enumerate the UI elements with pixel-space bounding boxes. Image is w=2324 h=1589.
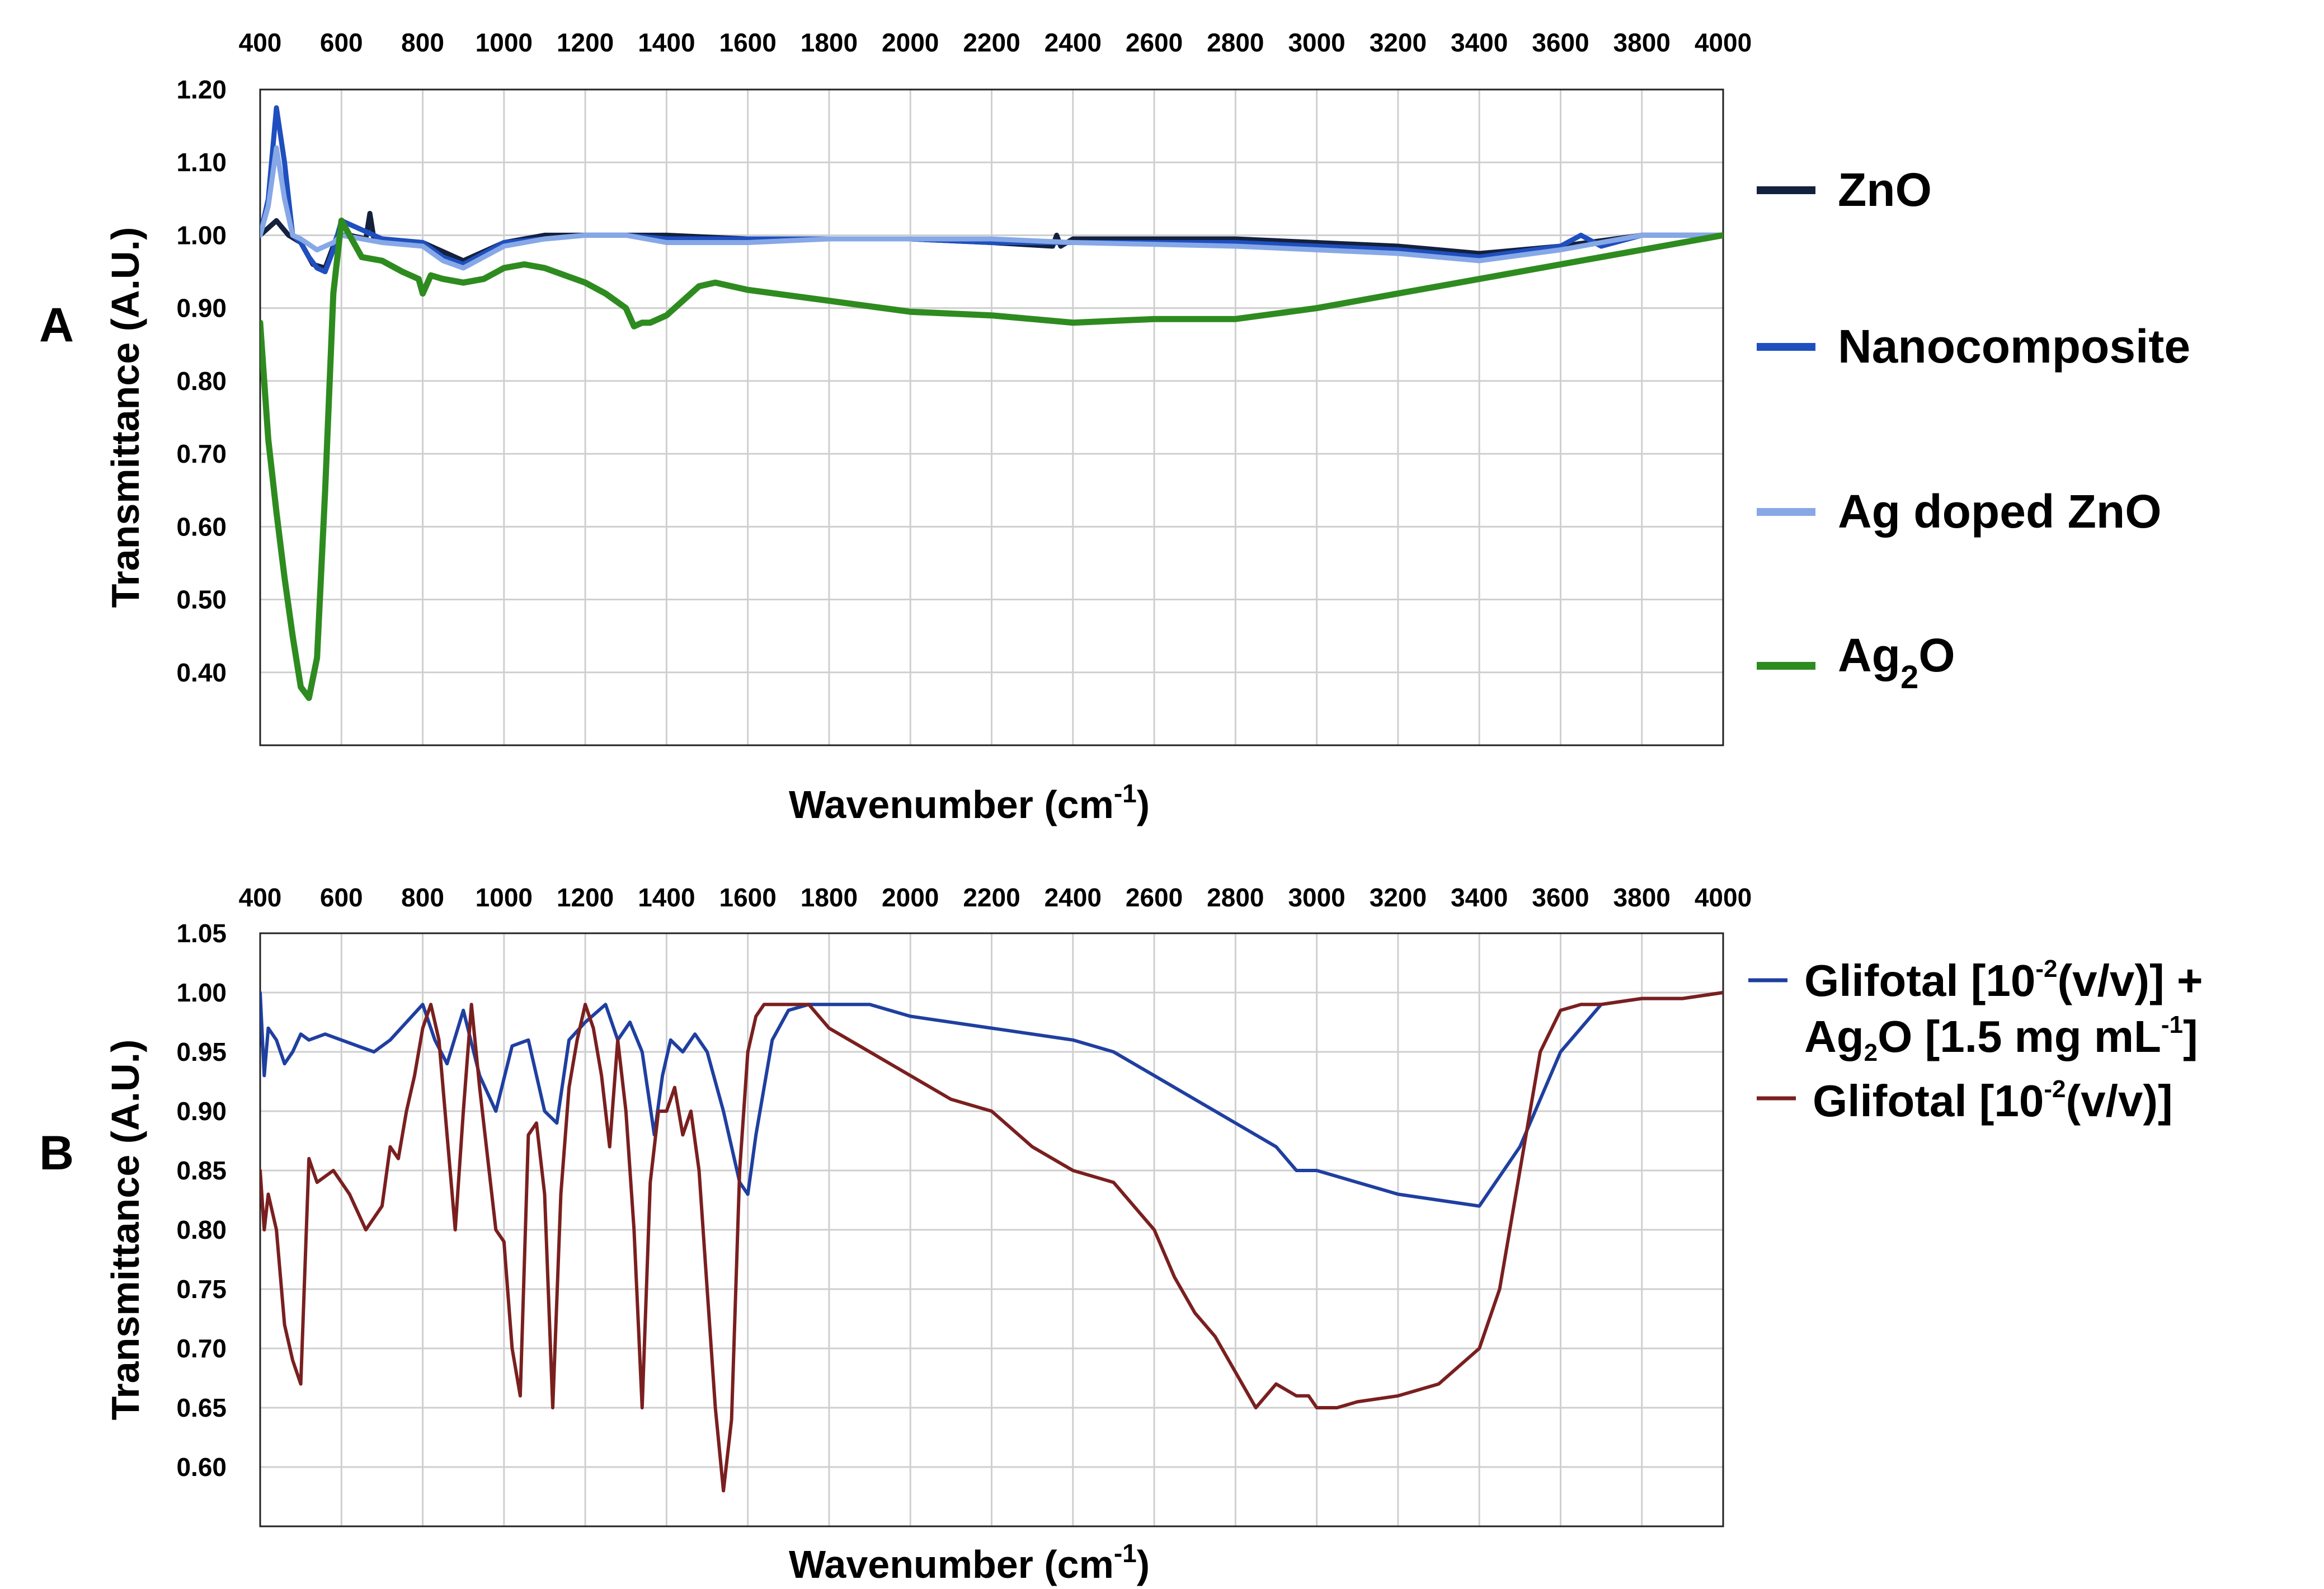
x-tick-label: 2200 [963,28,1020,57]
plot-frame [259,88,1724,746]
x-tick-label: 2000 [882,883,939,912]
x-tick-label: 3000 [1288,28,1345,57]
panel-label: B [39,1126,74,1180]
x-tick-label: 2400 [1045,28,1102,57]
legend-label: Ag doped ZnO [1838,485,2162,538]
x-tick-label: 400 [239,883,282,912]
x-tick-label: 2800 [1207,883,1264,912]
series-line-ag-doped-zno [260,145,1723,271]
x-tick-label: 3600 [1532,883,1589,912]
y-axis-title: Transmittance (A.U.) [104,227,147,608]
x-tick-label: 3400 [1451,28,1508,57]
x-tick-label: 1000 [476,883,533,912]
x-tick-label: 2800 [1207,28,1264,57]
panel-b-chart: 400 600 800 1000 1200 1400 1600 1800 2000 2200 240… [39,883,2203,1586]
legend-entry: Ag2O [1757,629,1955,695]
plot-frame [259,932,1724,1527]
x-tick-label: 3400 [1451,883,1508,912]
y-tick-label: 0.70 [176,439,227,468]
legend-entry: Glifotal [10-2(v/v)] + Ag2O [1.5 mg mL-1] [1748,955,2203,1066]
x-tick-label: 800 [401,883,444,912]
y-axis-title: Transmittance (A.U.) [104,1040,147,1421]
x-tick-label: 600 [320,28,363,57]
legend-entry: Glifotal [10-2(v/v)] [1757,1075,2173,1126]
panel-label: A [39,298,74,352]
x-tick-label: 1400 [638,883,695,912]
x-tick-label: 1600 [719,28,776,57]
y-tick-label: 0.70 [176,1334,227,1363]
y-tick-label: 1.00 [176,220,227,250]
legend-label: Ag2O [1.5 mg mL-1] [1804,1011,2198,1066]
y-tick-label: 0.90 [176,1097,227,1126]
grid [259,88,1724,745]
x-tick-label: 2000 [882,28,939,57]
x-tick-label: 3000 [1288,883,1345,912]
grid [259,932,1724,1526]
series-line-ag2o [260,217,1723,701]
x-tick-label: 1400 [638,28,695,57]
x-tick-label: 2200 [963,883,1020,912]
x-axis-title: Wavenumber (cm-1) [789,1539,1150,1586]
legend-entry: Nanocomposite [1757,320,2190,373]
x-tick-label: 3600 [1532,28,1589,57]
legend-label: ZnO [1838,163,1932,216]
legend-label: Glifotal [10-2(v/v)] + [1804,955,2203,1005]
x-axis-title: Wavenumber (cm-1) [789,779,1150,826]
x-tick-label: 1800 [801,28,858,57]
x-tick-label: 1200 [557,883,614,912]
x-tick-label: 3200 [1370,28,1427,57]
y-tick-label: 0.65 [176,1393,227,1422]
x-tick-label: 1800 [801,883,858,912]
y-tick-label: 0.80 [176,366,227,396]
y-tick-label: 0.85 [176,1156,227,1185]
x-tick-label: 4000 [1695,883,1752,912]
legend-label: Glifotal [10-2(v/v)] [1813,1075,2173,1126]
x-tick-label: 1200 [557,28,614,57]
x-tick-label: 2600 [1126,883,1183,912]
x-tick-label: 3800 [1613,883,1671,912]
y-tick-label: 0.80 [176,1215,227,1244]
y-tick-label: 0.60 [176,512,227,541]
x-tick-label: 2600 [1126,28,1183,57]
y-tick-label: 0.60 [176,1452,227,1482]
series-line-glifotal-ag2o [260,991,1723,1208]
y-tick-label: 0.95 [176,1037,227,1066]
legend-entry: ZnO [1757,163,1932,216]
x-tick-label: 1600 [719,883,776,912]
x-tick-label: 3200 [1370,883,1427,912]
legend-label: Nanocomposite [1838,320,2190,373]
y-tick-label: 1.10 [176,148,227,177]
legend-entry: Ag doped ZnO [1757,485,2162,538]
legend-label: Ag2O [1838,629,1955,695]
y-tick-label: 1.05 [176,919,227,948]
x-tick-label: 2400 [1045,883,1102,912]
x-tick-label: 800 [401,28,444,57]
panel-a-chart: 400 600 800 1000 1200 1400 1600 1800 2000 2200 240… [39,28,2190,826]
series-line-glifotal [260,991,1723,1493]
y-tick-label: 0.50 [176,585,227,614]
y-tick-label: 0.40 [176,658,227,687]
y-tick-label: 1.00 [176,978,227,1007]
x-tick-label: 4000 [1695,28,1752,57]
x-tick-label: 600 [320,883,363,912]
x-tick-label: 1000 [476,28,533,57]
x-tick-label: 3800 [1613,28,1671,57]
y-tick-label: 1.20 [176,75,227,104]
y-tick-label: 0.75 [176,1275,227,1304]
y-tick-label: 0.90 [176,294,227,323]
x-tick-label: 400 [239,28,282,57]
